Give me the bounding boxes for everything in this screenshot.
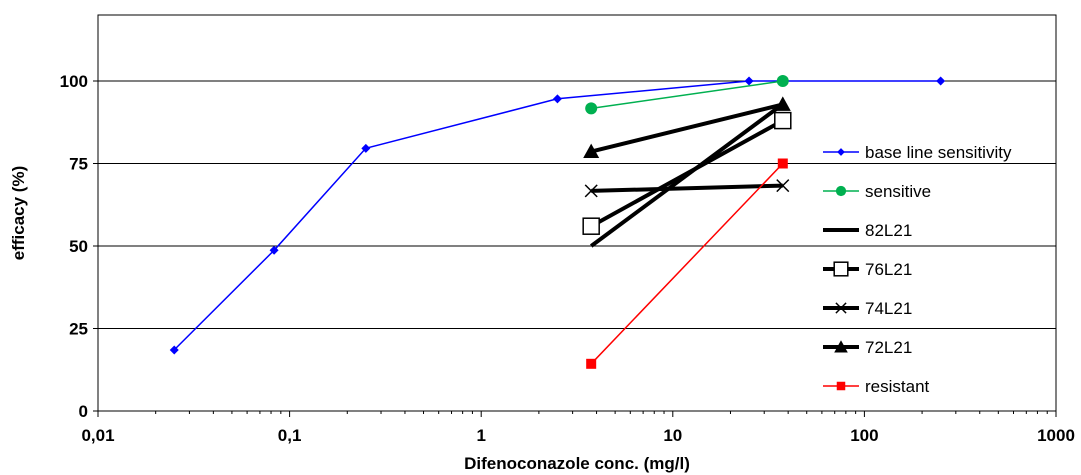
y-tick-label: 0 — [79, 402, 88, 421]
marker-diamond — [837, 148, 845, 156]
marker-x — [776, 179, 790, 193]
x-tick-label: 100 — [850, 426, 878, 445]
series-line — [590, 118, 784, 228]
series-sensitive — [585, 75, 789, 115]
x-tick-label: 0,01 — [81, 426, 114, 445]
marker-square — [836, 381, 846, 391]
legend: base line sensitivity sensitive 82L21 76L21… — [823, 143, 1012, 396]
y-axis-ticks: 0 25 50 75 100 — [60, 72, 98, 421]
series-resistant — [586, 158, 788, 369]
marker-square-open — [582, 217, 600, 235]
legend-label: 76L21 — [865, 260, 912, 279]
x-axis-title: Difenoconazole conc. (mg/l) — [464, 454, 690, 473]
marker-square — [777, 158, 788, 169]
marker-triangle — [834, 340, 848, 353]
legend-item: 76L21 — [823, 260, 912, 279]
marker-diamond — [361, 143, 371, 153]
legend-label: resistant — [865, 377, 930, 396]
marker-circle — [585, 102, 598, 115]
y-tick-label: 50 — [69, 237, 88, 256]
y-tick-label: 100 — [60, 72, 88, 91]
legend-label: sensitive — [865, 182, 931, 201]
legend-item: resistant — [823, 377, 930, 396]
y-tick-label: 75 — [69, 155, 88, 174]
plot-area-border — [97, 14, 1057, 412]
y-tick-label: 25 — [69, 320, 88, 339]
legend-item: 82L21 — [823, 221, 912, 240]
marker-diamond — [169, 345, 179, 355]
legend-item: sensitive — [823, 182, 931, 201]
series-line — [591, 80, 783, 110]
series-line — [590, 102, 784, 154]
marker-diamond — [936, 76, 946, 86]
series-line — [590, 162, 784, 365]
legend-label: base line sensitivity — [865, 143, 1012, 162]
marker-square-open — [833, 261, 849, 277]
x-tick-label: 0,1 — [278, 426, 302, 445]
marker-square-open — [774, 111, 792, 130]
series-72l21 — [583, 96, 791, 159]
x-axis-ticks: 0,01 0,1 1 10 100 1000 — [81, 411, 1075, 445]
x-tick-label: 1 — [476, 426, 485, 445]
marker-diamond — [269, 245, 279, 255]
marker-x — [835, 302, 847, 314]
series-line — [591, 183, 783, 193]
legend-item: 74L21 — [823, 299, 912, 318]
series-74l21 — [584, 179, 790, 198]
marker-square — [586, 358, 597, 369]
series-layer — [169, 75, 946, 369]
y-axis-title: efficacy (%) — [9, 166, 28, 260]
marker-triangle — [774, 96, 791, 111]
legend-label: 82L21 — [865, 221, 912, 240]
marker-x — [584, 184, 598, 198]
series-76l21 — [582, 111, 792, 235]
x-tick-label: 10 — [663, 426, 682, 445]
x-tick-label: 1000 — [1037, 426, 1075, 445]
legend-item: base line sensitivity — [823, 143, 1012, 162]
marker-diamond — [744, 76, 754, 86]
legend-item: 72L21 — [823, 338, 912, 357]
legend-label: 74L21 — [865, 299, 912, 318]
legend-label: 72L21 — [865, 338, 912, 357]
marker-circle — [776, 75, 789, 87]
marker-diamond — [552, 94, 562, 104]
marker-triangle — [583, 143, 600, 159]
marker-circle — [835, 185, 847, 197]
